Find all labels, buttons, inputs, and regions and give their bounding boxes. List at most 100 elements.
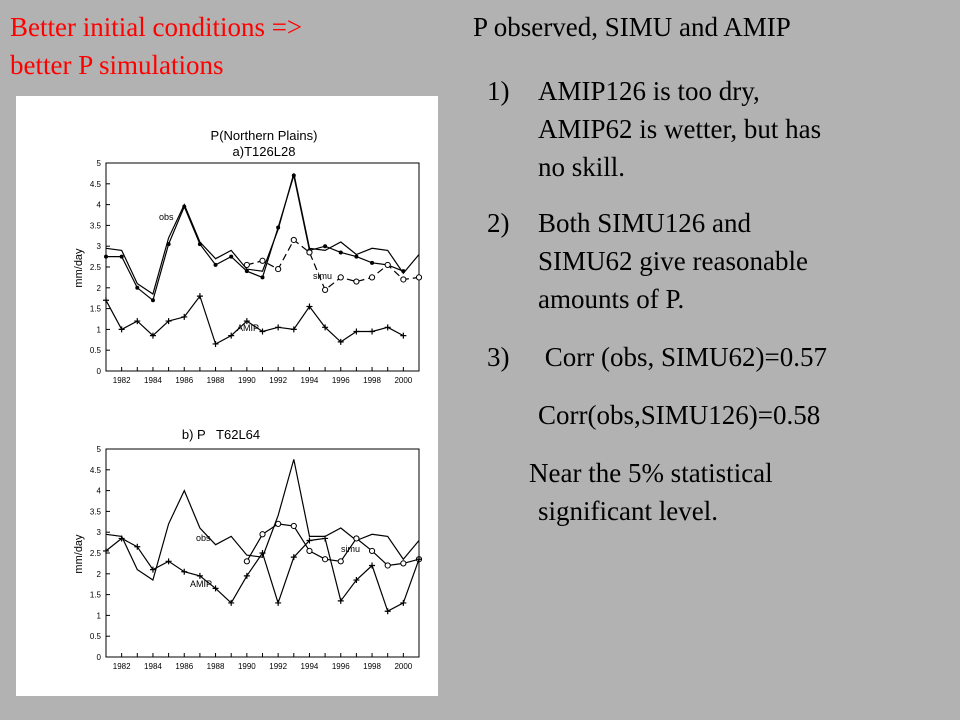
chart-a-title: P(Northern Plains) bbox=[211, 128, 318, 143]
chart-b-point-2 bbox=[416, 556, 422, 563]
chart-a-ytick-label: 5 bbox=[97, 159, 102, 168]
chart-a-ytick-label: 4.5 bbox=[90, 180, 102, 189]
chart-b-xtick-label: 1998 bbox=[363, 662, 381, 671]
chart-a-point-1 bbox=[166, 242, 171, 247]
chart-b-point-1 bbox=[275, 520, 282, 527]
chart-b-ytick-label: 3.5 bbox=[90, 507, 102, 516]
chart-b-point-2 bbox=[337, 597, 344, 604]
chart-b-point-2 bbox=[181, 568, 188, 575]
chart-a-label-simu: simu bbox=[313, 271, 332, 281]
significance-line-1: Near the 5% statistical bbox=[529, 458, 773, 488]
chart-a-y-axis: 0 0.5 1 1.5 2 2.5 3 3.5 4 4.5 5 bbox=[90, 159, 110, 376]
chart-a-ylabel: mm/day bbox=[73, 248, 85, 288]
chart-a-xtick-label: 1986 bbox=[175, 376, 193, 385]
chart-a-point-3 bbox=[384, 324, 391, 331]
chart-b-xtick-label: 1984 bbox=[144, 662, 162, 671]
chart-b-point-1 bbox=[322, 556, 329, 563]
chart-a-point-2 bbox=[259, 257, 266, 264]
chart-a-point-2 bbox=[415, 274, 423, 281]
chart-b-point-1 bbox=[243, 558, 250, 565]
chart-b-point-2 bbox=[353, 577, 360, 584]
chart-b-ytick-label: 1 bbox=[97, 611, 102, 620]
chart-a-point-1 bbox=[135, 285, 140, 290]
chart-a-point-3 bbox=[181, 313, 188, 320]
chart-a-point-3 bbox=[103, 297, 109, 304]
chart-a-point-3 bbox=[290, 326, 297, 333]
note-1-line-3: no skill. bbox=[538, 152, 626, 182]
chart-b-point-2 bbox=[322, 535, 329, 542]
chart-a-point-2 bbox=[243, 261, 250, 269]
chart-b-ytick-label: 5 bbox=[97, 445, 102, 454]
chart-a-point-1 bbox=[197, 242, 202, 247]
chart-b-label-obs: obs bbox=[196, 533, 211, 543]
chart-b-label-simu: simu bbox=[341, 544, 360, 554]
chart-a-ytick-label: 3 bbox=[97, 242, 102, 251]
chart-a-subtitle: a)T126L28 bbox=[233, 144, 296, 159]
chart-b-point-2 bbox=[196, 572, 203, 579]
chart-a-point-2 bbox=[275, 265, 282, 273]
chart-b-xtick-label: 1988 bbox=[207, 662, 225, 671]
chart-a: P(Northern Plains) a)T126L28 mm/day 0 0.5… bbox=[73, 128, 423, 385]
chart-b-point-1 bbox=[337, 558, 344, 565]
note-1-line-2: AMIP62 is wetter, but has bbox=[538, 114, 822, 144]
chart-a-point-1 bbox=[119, 254, 124, 259]
chart-a-point-1 bbox=[370, 260, 375, 265]
chart-a-series-line-2 bbox=[246, 239, 420, 291]
chart-a-point-3 bbox=[196, 293, 203, 300]
chart-b-point-2 bbox=[384, 608, 391, 615]
chart-a-point-2 bbox=[384, 261, 391, 269]
chart-b-xtick-label: 1986 bbox=[175, 662, 193, 671]
figure-panel: P(Northern Plains) a)T126L28 mm/day 0 0.5… bbox=[16, 96, 438, 696]
note-2-number: 2) bbox=[487, 208, 510, 238]
note-1-number: 1) bbox=[487, 76, 510, 106]
note-2-line-3: amounts of P. bbox=[538, 284, 685, 314]
chart-a-point-1 bbox=[354, 254, 359, 259]
chart-b-point-1 bbox=[368, 547, 376, 555]
chart-a-series-line-3 bbox=[105, 294, 404, 345]
chart-a-point-3 bbox=[243, 318, 250, 325]
chart-a-plot-frame bbox=[105, 162, 420, 372]
chart-b-point-2 bbox=[134, 543, 141, 550]
figure-svg: P(Northern Plains) a)T126L28 mm/day 0 0.5… bbox=[73, 128, 423, 671]
chart-b-point-1 bbox=[259, 531, 266, 538]
chart-a-point-1 bbox=[244, 269, 249, 274]
chart-a-label-amip: AMIP bbox=[237, 323, 259, 333]
chart-b-label-amip: AMIP bbox=[190, 579, 212, 589]
title-left-line-2: better P simulations bbox=[10, 50, 224, 80]
chart-a-point-3 bbox=[306, 303, 313, 310]
chart-a-point-3 bbox=[322, 324, 329, 331]
corr-simu126-text: Corr(obs,SIMU126)=0.58 bbox=[538, 400, 821, 430]
chart-a-point-3 bbox=[149, 332, 156, 339]
chart-a-point-2 bbox=[290, 236, 297, 244]
chart-b-point-1 bbox=[353, 535, 360, 542]
chart-b-point-2 bbox=[275, 599, 282, 606]
chart-b-point-2 bbox=[118, 535, 125, 542]
chart-a-ytick-label: 0 bbox=[97, 367, 102, 376]
chart-a-point-1 bbox=[276, 225, 281, 230]
chart-a-xtick-label: 1984 bbox=[144, 376, 162, 385]
chart-a-series bbox=[103, 173, 423, 347]
chart-b-series bbox=[103, 459, 423, 615]
chart-a-point-1 bbox=[323, 244, 328, 249]
chart-b-point-2 bbox=[259, 550, 266, 556]
chart-a-ytick-label: 1 bbox=[97, 325, 102, 334]
chart-b-xtick-label: 1996 bbox=[332, 662, 350, 671]
chart-b-ytick-label: 4.5 bbox=[90, 466, 102, 475]
chart-b-xtick-label: 1994 bbox=[301, 662, 319, 671]
chart-a-xtick-label: 1992 bbox=[269, 376, 287, 385]
chart-b-y-axis: 0 0.5 1 1.5 2 2.5 3 3.5 4 4.5 5 bbox=[90, 445, 110, 662]
chart-a-point-3 bbox=[275, 324, 282, 331]
chart-b-point-1 bbox=[290, 522, 297, 530]
chart-b-point-2 bbox=[243, 572, 250, 579]
chart-b-ytick-label: 0.5 bbox=[90, 632, 102, 641]
chart-a-xtick-label: 1990 bbox=[238, 376, 256, 385]
chart-a-point-2 bbox=[353, 278, 360, 285]
chart-a-point-3 bbox=[165, 318, 172, 325]
chart-b-point-2 bbox=[212, 585, 219, 592]
chart-b-point-2 bbox=[369, 562, 376, 569]
chart-a-point-3 bbox=[369, 328, 376, 335]
chart-a-point-3 bbox=[337, 338, 344, 345]
chart-a-point-3 bbox=[212, 340, 219, 347]
chart-a-ytick-label: 0.5 bbox=[90, 346, 102, 355]
note-2-line-2: SIMU62 give reasonable bbox=[538, 246, 808, 276]
